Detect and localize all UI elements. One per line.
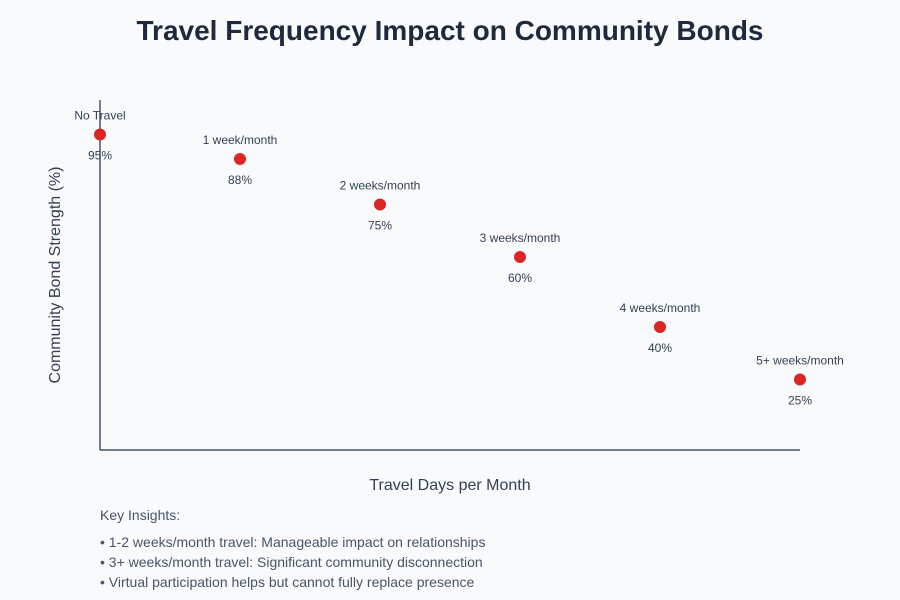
data-point[interactable] <box>654 321 666 333</box>
point-value-label: 75% <box>368 219 392 233</box>
data-point[interactable] <box>374 198 386 211</box>
point-value-label: 25% <box>788 394 812 408</box>
data-point[interactable] <box>514 251 526 263</box>
key-insights: Key Insights: 1-2 weeks/month travel: Ma… <box>100 507 485 592</box>
point-category-label: 3 weeks/month <box>480 231 561 245</box>
chart-title: Travel Frequency Impact on Community Bon… <box>136 15 763 46</box>
x-axis-label: Travel Days per Month <box>369 477 530 494</box>
data-point[interactable] <box>794 373 806 386</box>
data-point[interactable] <box>94 128 106 141</box>
point-value-label: 95% <box>88 149 112 163</box>
point-category-label: 2 weeks/month <box>340 179 421 193</box>
insights-heading: Key Insights: <box>100 507 181 523</box>
insights-list: 1-2 weeks/month travel: Manageable impac… <box>100 532 486 592</box>
insight-item: 3+ weeks/month travel: Significant commu… <box>100 552 485 572</box>
y-axis-label: Community Bond Strength (%) <box>47 167 64 384</box>
point-category-label: No Travel <box>74 109 125 123</box>
point-category-label: 4 weeks/month <box>620 301 701 315</box>
insight-item: Virtual participation helps but cannot f… <box>100 572 485 592</box>
point-category-label: 1 week/month <box>203 133 278 147</box>
point-category-label: 5+ weeks/month <box>756 354 844 368</box>
point-value-label: 60% <box>508 271 532 285</box>
data-points: No Travel 95% 1 week/month 88% 2 weeks/month… <box>74 109 844 408</box>
insight-item: 1-2 weeks/month travel: Manageable impac… <box>100 532 486 552</box>
point-value-label: 88% <box>228 173 252 187</box>
point-value-label: 40% <box>648 341 672 355</box>
data-point[interactable] <box>234 153 246 165</box>
